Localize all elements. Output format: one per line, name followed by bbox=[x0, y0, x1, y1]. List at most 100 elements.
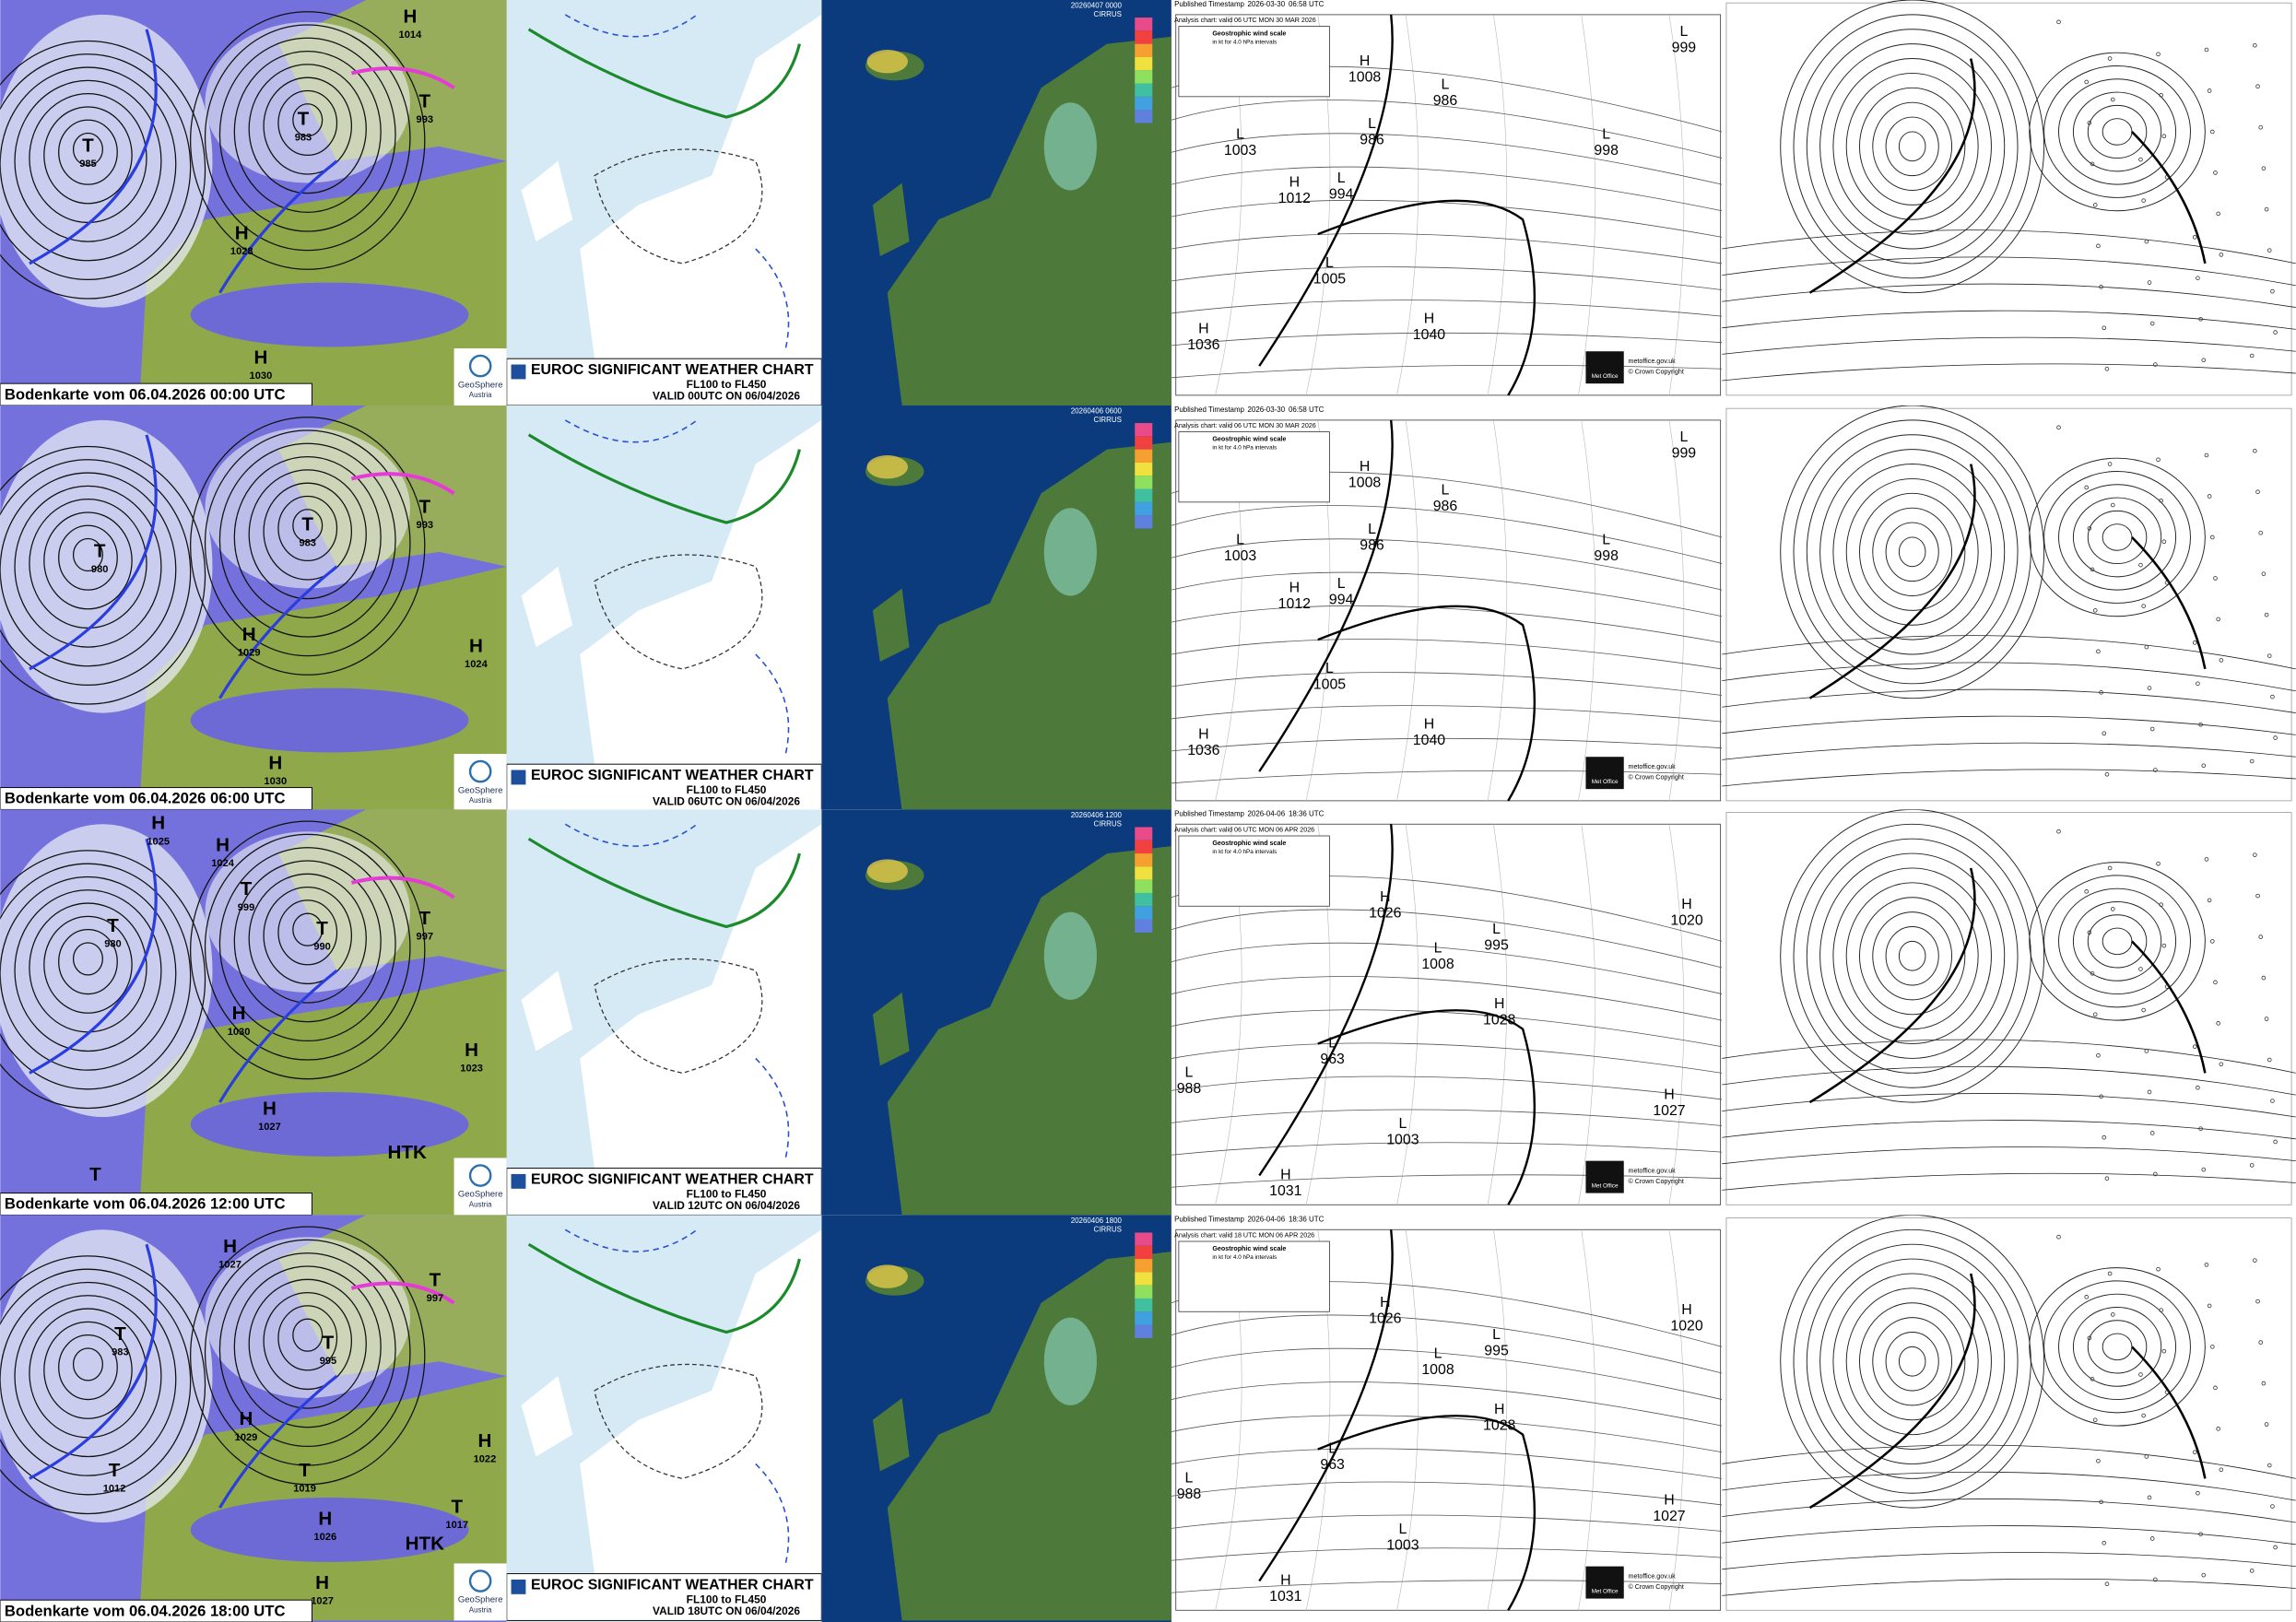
station bbox=[2192, 641, 2197, 645]
copyright: © Crown Copyright bbox=[1629, 368, 1684, 375]
isobar bbox=[2072, 497, 2162, 578]
isobar bbox=[2058, 78, 2177, 185]
pressure-center: H bbox=[1681, 897, 1691, 912]
caption: Bodenkarte vom 06.04.2026 12:00 UTC bbox=[5, 1195, 286, 1213]
station bbox=[2219, 658, 2224, 663]
product: CIRRUS bbox=[1093, 416, 1121, 424]
pressure-center: H bbox=[1664, 1492, 1674, 1508]
logo-country: Austria bbox=[469, 796, 492, 805]
isobar bbox=[1171, 1142, 1723, 1156]
isobar bbox=[43, 915, 133, 1014]
caption-box bbox=[0, 1599, 312, 1622]
color-scale bbox=[1135, 1298, 1153, 1312]
pressure-center: H bbox=[1380, 1295, 1390, 1311]
color-scale bbox=[1135, 1311, 1153, 1325]
graticule bbox=[1487, 14, 1508, 395]
front bbox=[1258, 14, 1394, 367]
station bbox=[2196, 1085, 2200, 1090]
pressure-value: 980 bbox=[91, 564, 109, 575]
pressure-center: H bbox=[1494, 996, 1504, 1012]
caption-box bbox=[0, 787, 312, 810]
isobar bbox=[1722, 283, 2296, 308]
station bbox=[2216, 1021, 2220, 1026]
isobar bbox=[1171, 1174, 1723, 1188]
station bbox=[2209, 535, 2215, 540]
cloud bbox=[0, 824, 213, 1117]
isobar bbox=[1845, 1287, 1979, 1436]
front bbox=[29, 838, 158, 1075]
pressure-value: 1030 bbox=[250, 370, 273, 382]
cloud bbox=[205, 1237, 410, 1398]
jet bbox=[527, 433, 801, 524]
isobar bbox=[1819, 1258, 2006, 1464]
wind-scale-title: Geostrophic wind scale bbox=[1212, 29, 1286, 37]
isobar bbox=[2029, 1267, 2206, 1427]
pressure-value: 1028 bbox=[230, 246, 253, 257]
station bbox=[2141, 198, 2146, 203]
pressure-center: L bbox=[1185, 1471, 1194, 1487]
pressure-center: H bbox=[465, 1040, 478, 1061]
isobar bbox=[233, 1265, 382, 1428]
isobar bbox=[248, 1278, 367, 1409]
isobar bbox=[204, 429, 411, 657]
isobar bbox=[2058, 484, 2177, 591]
pressure-center: L bbox=[1325, 255, 1334, 271]
pressure-value: 1036 bbox=[1187, 743, 1219, 758]
cloud-signal bbox=[1043, 1317, 1097, 1405]
copyright: © Crown Copyright bbox=[1629, 1178, 1684, 1185]
flight-levels: FL100 to FL450 bbox=[687, 1593, 767, 1605]
station bbox=[2096, 1052, 2101, 1058]
caption-box bbox=[0, 382, 312, 406]
cat bbox=[755, 1463, 790, 1567]
isobar bbox=[1872, 507, 1953, 596]
pressure-value: 986 bbox=[1360, 133, 1384, 148]
station bbox=[2090, 161, 2095, 167]
isobar bbox=[1171, 770, 1723, 784]
station bbox=[2161, 134, 2167, 139]
color-scale bbox=[1135, 449, 1153, 463]
pressure-center: H bbox=[268, 753, 282, 774]
pressure-center: L bbox=[1328, 1036, 1336, 1052]
station bbox=[2138, 967, 2143, 971]
logo: Met Office bbox=[1592, 373, 1619, 380]
pressure-center: H bbox=[242, 624, 256, 645]
pressure-center: H bbox=[1494, 1402, 1504, 1417]
station bbox=[2099, 285, 2103, 289]
pressure-center: T bbox=[241, 878, 253, 899]
color-scale bbox=[1135, 879, 1153, 893]
pressure-center: L bbox=[1398, 1116, 1407, 1132]
station bbox=[2149, 726, 2155, 732]
isobar bbox=[1171, 942, 1723, 994]
pressure-value: 994 bbox=[1329, 186, 1354, 202]
station bbox=[2084, 79, 2089, 85]
station bbox=[2249, 1569, 2255, 1573]
color-scale bbox=[1135, 462, 1153, 476]
station bbox=[2096, 649, 2101, 654]
station bbox=[2255, 1299, 2260, 1304]
pressure-value: 999 bbox=[238, 902, 255, 913]
station bbox=[2153, 768, 2158, 772]
logo-box bbox=[1585, 1566, 1624, 1599]
frame bbox=[1175, 14, 1722, 396]
isobar bbox=[0, 850, 206, 1110]
pressure-center: L bbox=[1442, 482, 1450, 498]
frame bbox=[1725, 1217, 2292, 1611]
cloud-signal bbox=[866, 50, 908, 74]
station bbox=[2267, 248, 2272, 253]
station bbox=[2253, 852, 2257, 857]
isobar bbox=[1171, 1042, 1723, 1074]
pressure-value: 1023 bbox=[460, 1064, 483, 1075]
pressure-center: L bbox=[1492, 1327, 1501, 1343]
station bbox=[2204, 47, 2209, 53]
pressure-center: T bbox=[419, 497, 431, 518]
site: metoffice.gov.uk bbox=[1629, 1573, 1677, 1581]
isobar bbox=[233, 455, 382, 618]
cat bbox=[564, 823, 698, 847]
pressure-center: L bbox=[1602, 126, 1610, 142]
isobar bbox=[1780, 809, 2045, 1103]
color-scale bbox=[1135, 1232, 1153, 1246]
pressure-value: 1027 bbox=[218, 1259, 241, 1270]
station bbox=[2258, 934, 2264, 939]
chart-title: EUROC SIGNIFICANT WEATHER CHART bbox=[531, 768, 814, 783]
isobar bbox=[14, 485, 162, 648]
